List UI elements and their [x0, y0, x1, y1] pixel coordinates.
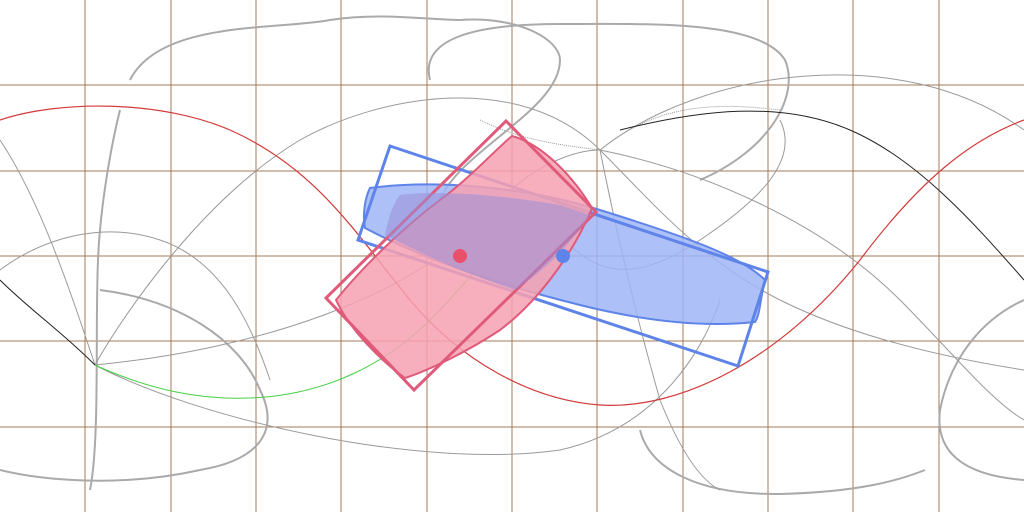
- grey-loop-right: [427, 22, 926, 496]
- grey-loop-left: [89, 15, 562, 491]
- black-curve-left: [0, 279, 96, 366]
- grey-loop-bottom-right: [938, 299, 1024, 481]
- grey-thin-2: [0, 231, 271, 381]
- blue-box-outline: [356, 144, 770, 368]
- grey-thin-5: [599, 149, 1024, 371]
- grey-thin-4: [94, 299, 721, 455]
- blue-center-dot[interactable]: [556, 249, 570, 263]
- pink-center-dot[interactable]: [453, 249, 467, 263]
- overlap-region: [385, 193, 590, 290]
- grey-thin-3: [94, 74, 1024, 366]
- red-curve: [0, 105, 1024, 406]
- pink-box-outline: [323, 118, 599, 393]
- grey-thin-1: [0, 97, 601, 367]
- grey-loop-bottom-left: [0, 289, 269, 482]
- grey-thin-6: [599, 149, 1024, 421]
- black-curve-right: [619, 110, 1024, 281]
